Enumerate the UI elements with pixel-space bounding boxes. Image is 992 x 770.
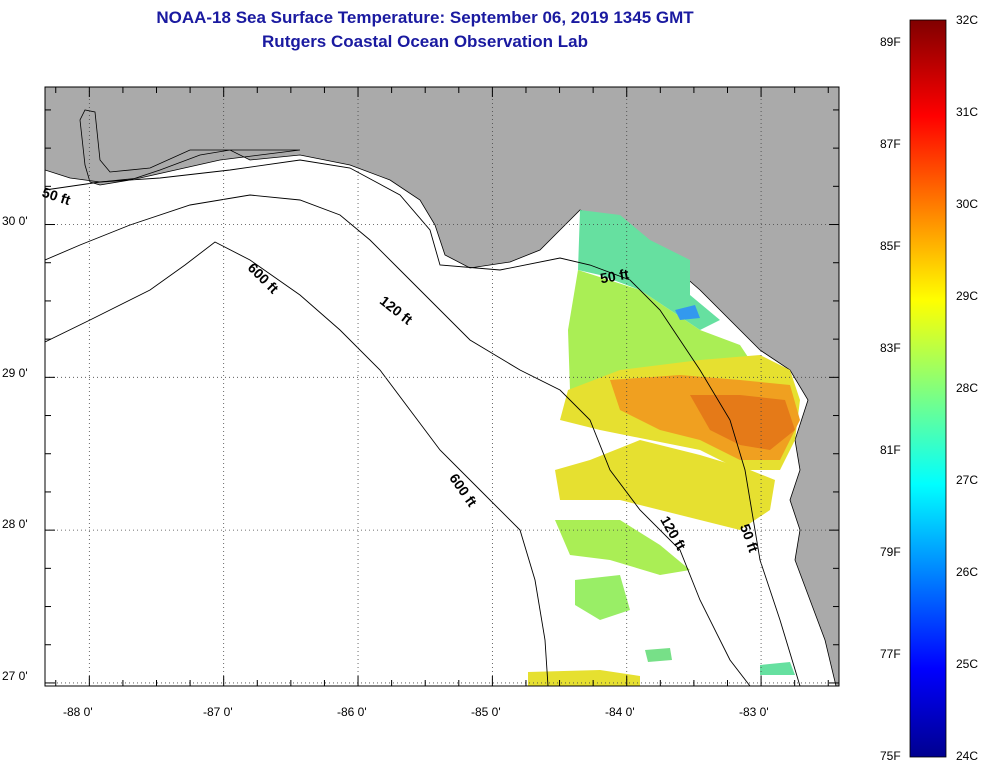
colorbar-label-24c: 24C (956, 749, 979, 763)
lon-label-88: -88 0' (63, 705, 93, 719)
colorbar-label-89f: 89F (880, 35, 901, 49)
colorbar-label-87f: 87F (880, 137, 901, 151)
lon-label-85: -85 0' (471, 705, 501, 719)
lat-label-29: 29 0' (2, 366, 28, 380)
lat-label-27: 27 0' (2, 669, 28, 683)
colorbar-label-77f: 77F (880, 647, 901, 661)
colorbar-label-27c: 27C (956, 473, 979, 487)
colorbar-label-30c: 30C (956, 197, 979, 211)
bathymetry-contours (45, 159, 801, 686)
colorbar-label-32c: 32C (956, 13, 979, 27)
map-subtitle: Rutgers Coastal Ocean Observation Lab (262, 32, 588, 51)
colorbar-label-81f: 81F (880, 443, 901, 457)
lon-label-83: -83 0' (739, 705, 769, 719)
colorbar-label-25c: 25C (956, 657, 979, 671)
colorbar-label-83f: 83F (880, 341, 901, 355)
colorbar-label-79f: 79F (880, 545, 901, 559)
lat-label-30: 30 0' (2, 214, 28, 228)
graticule (45, 87, 839, 686)
lon-label-86: -86 0' (337, 705, 367, 719)
lon-label-84: -84 0' (605, 705, 635, 719)
colorbar-label-85f: 85F (880, 239, 901, 253)
sst-patches (528, 210, 800, 686)
colorbar-label-75f: 75F (880, 749, 901, 763)
plot-frame (44, 86, 840, 687)
colorbar (909, 19, 947, 758)
colorbar-label-31c: 31C (956, 105, 979, 119)
lon-label-87: -87 0' (203, 705, 233, 719)
colorbar-label-29c: 29C (956, 289, 979, 303)
colorbar-label-26c: 26C (956, 565, 979, 579)
colorbar-label-28c: 28C (956, 381, 979, 395)
lat-label-28: 28 0' (2, 517, 28, 531)
map-title: NOAA-18 Sea Surface Temperature: Septemb… (156, 8, 694, 27)
frame-ticks (45, 87, 839, 686)
